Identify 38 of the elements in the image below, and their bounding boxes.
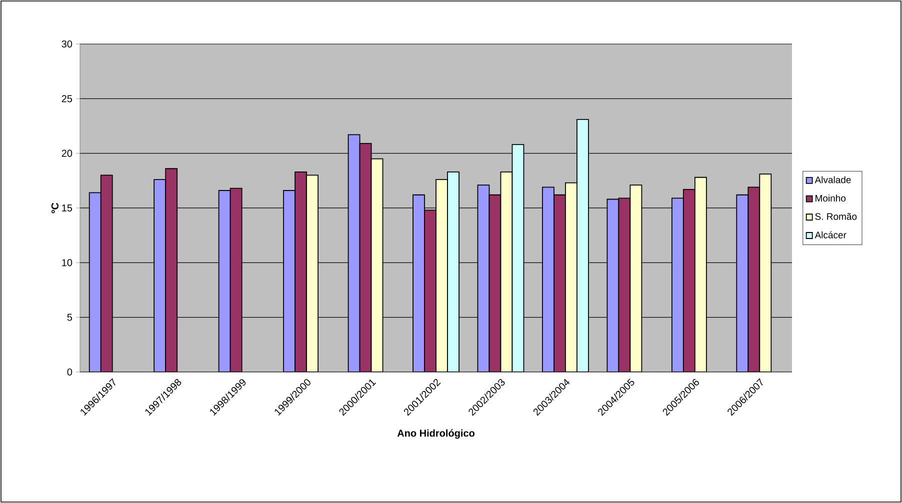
bar	[88, 192, 102, 372]
bar	[576, 118, 589, 372]
bar	[359, 143, 372, 372]
legend-label: Alcácer	[814, 231, 846, 238]
y-tick-label: 10	[62, 259, 72, 266]
bar	[671, 198, 684, 372]
bar	[447, 171, 460, 372]
bar	[477, 184, 490, 372]
bar	[542, 186, 554, 372]
bar	[100, 174, 113, 372]
bar	[424, 210, 436, 372]
x-axis-title: Ano Hidrológico	[397, 429, 475, 439]
y-tick-label: 30	[62, 40, 72, 48]
y-tick-label: 0	[67, 368, 72, 376]
y-tick-label: 25	[62, 95, 72, 102]
legend-label: Moinho	[816, 194, 846, 202]
legend-label: Alvalade	[814, 176, 851, 184]
y-tick-label: 5	[67, 314, 72, 321]
bar	[218, 190, 231, 372]
legend-label: S. Romão	[815, 212, 857, 220]
bar	[283, 190, 296, 372]
bar	[154, 179, 166, 372]
y-tick-label: 20	[62, 150, 72, 157]
bar	[412, 194, 425, 372]
bar	[488, 194, 502, 372]
bar	[606, 198, 620, 372]
bar	[736, 194, 749, 372]
bar	[748, 186, 760, 372]
bar	[554, 194, 566, 372]
bar	[618, 198, 631, 372]
bar	[682, 188, 696, 372]
bar	[294, 171, 308, 372]
y-tick-label: 15	[62, 204, 72, 212]
bar	[348, 134, 360, 372]
bar	[230, 188, 242, 372]
bar	[512, 144, 524, 372]
y-axis-title: ºC	[51, 202, 58, 214]
bar	[165, 168, 178, 372]
